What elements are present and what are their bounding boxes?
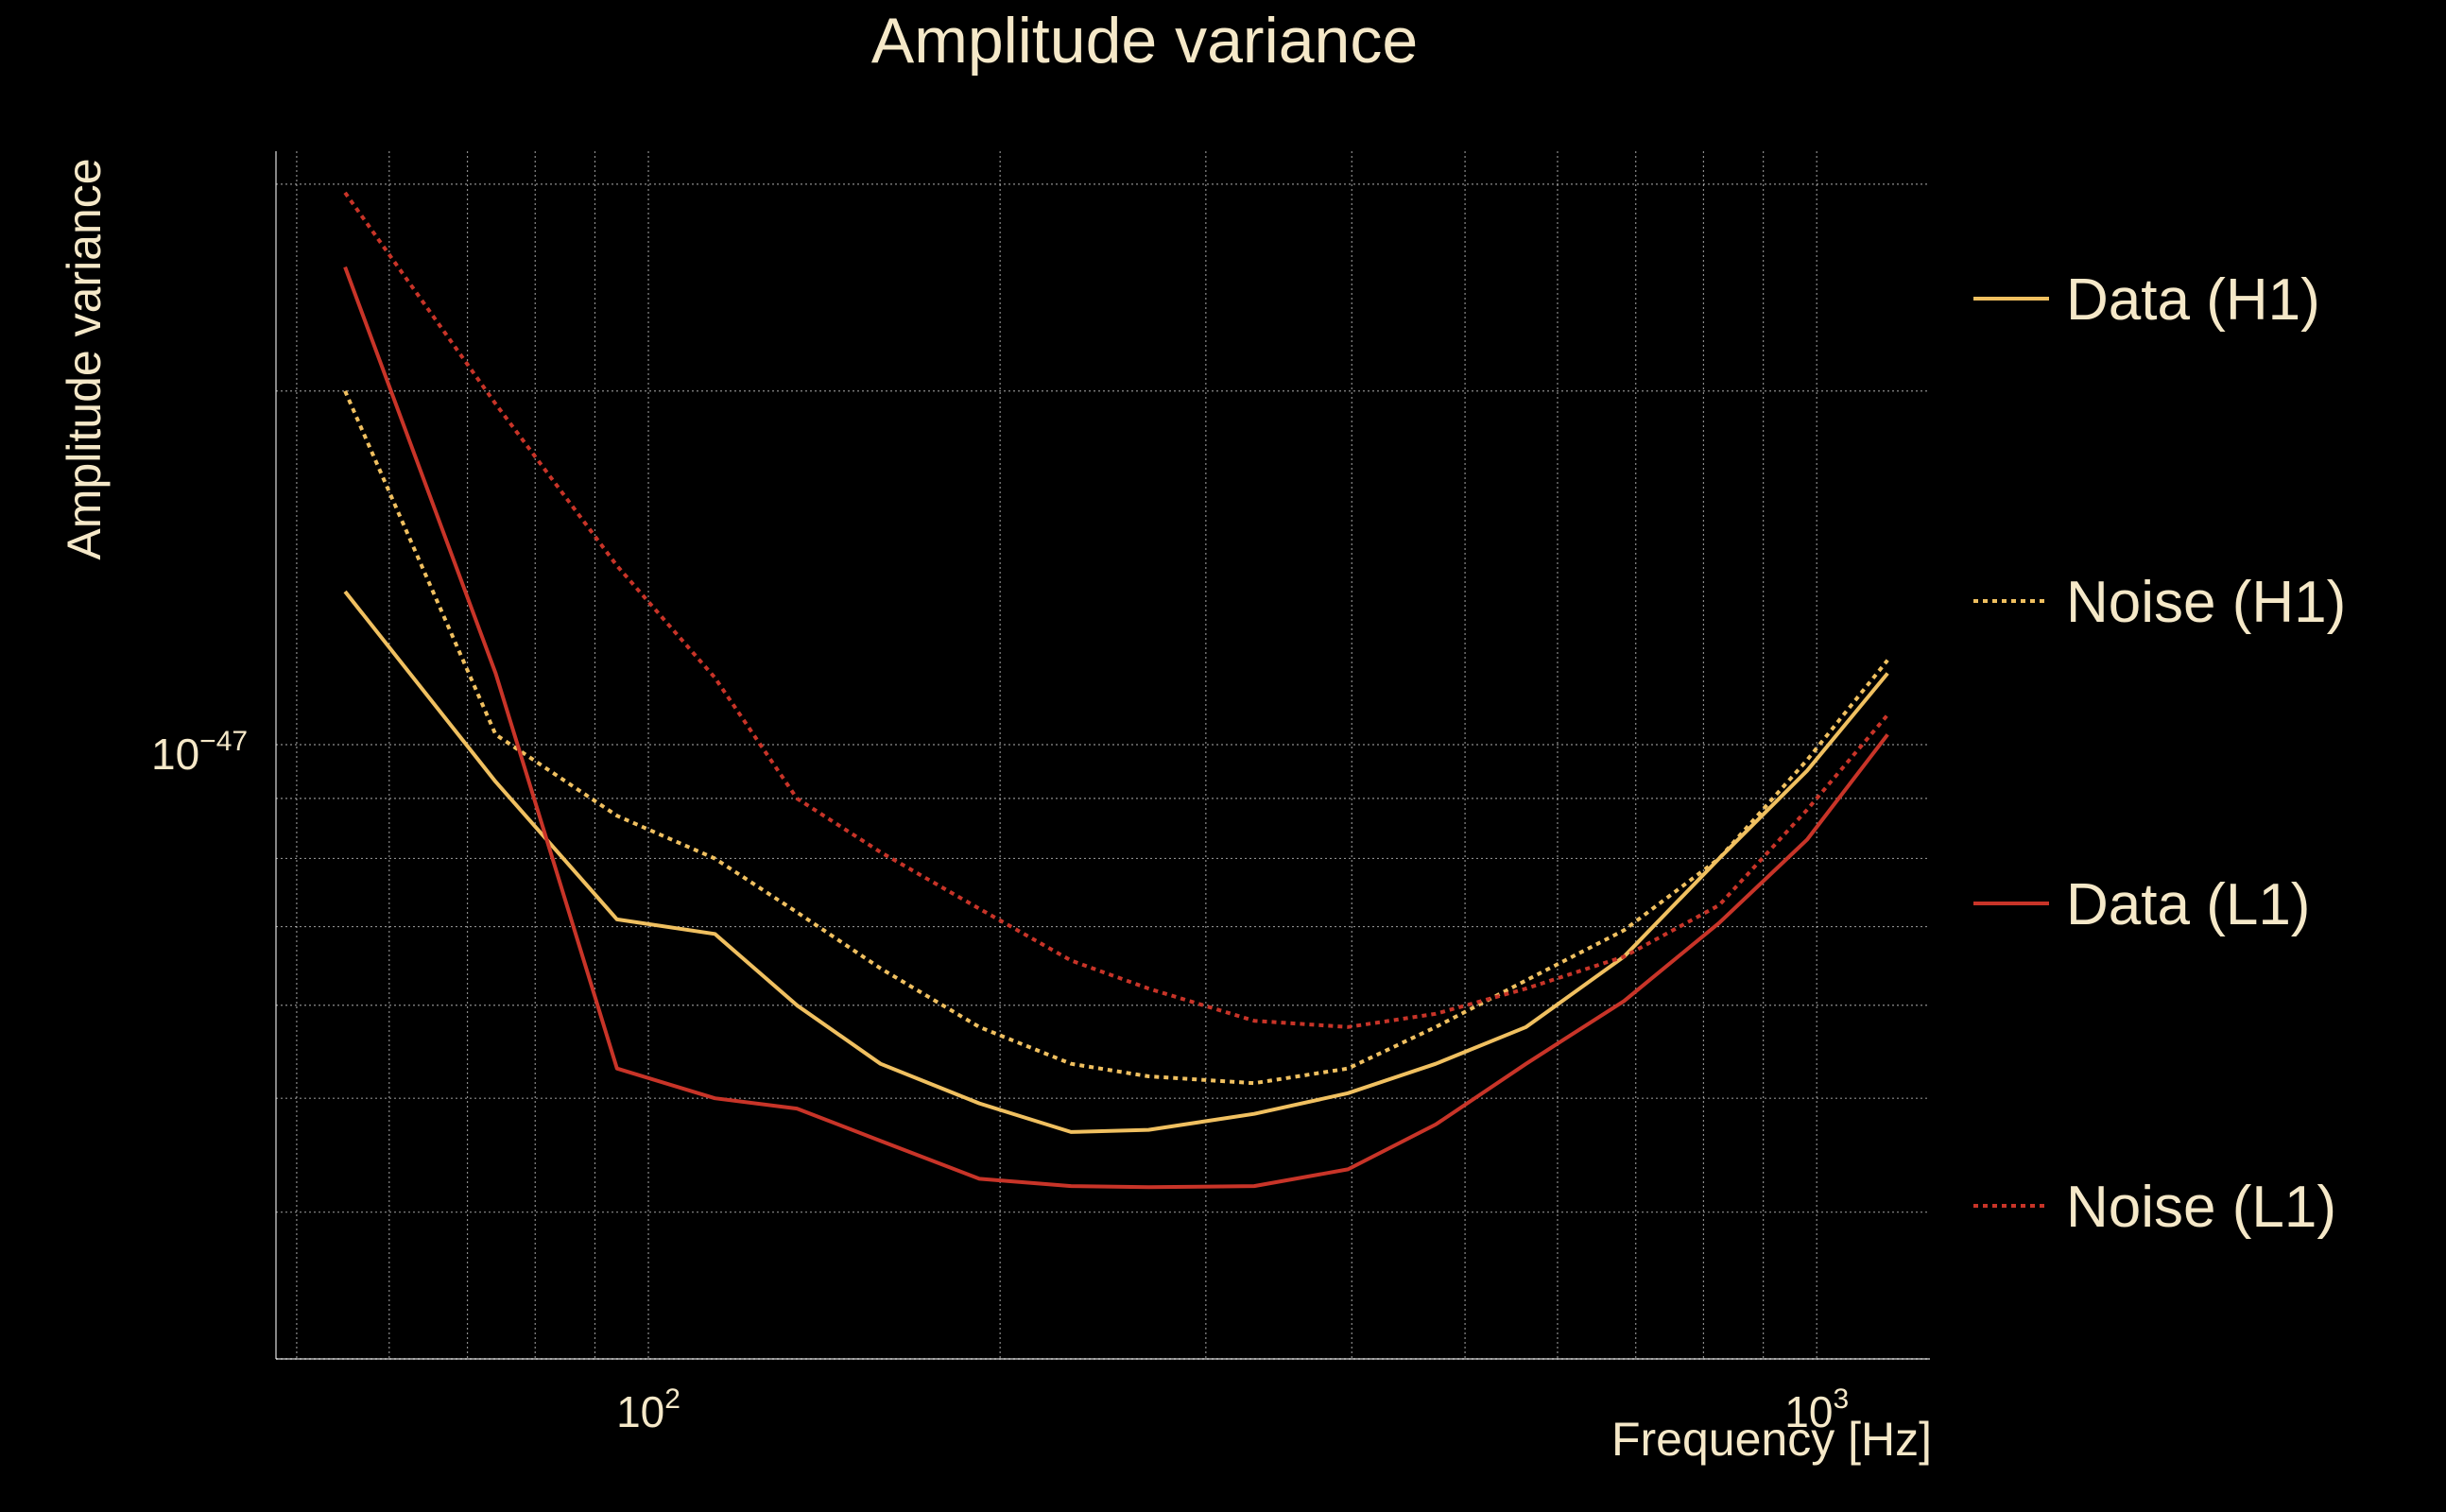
y-tick-label: 10−47	[151, 726, 248, 779]
chart-title: Amplitude variance	[871, 5, 1418, 77]
x-tick-label: 102	[616, 1383, 680, 1436]
series-line-noise-l1	[343, 191, 1889, 1029]
y-tick-base: 10	[151, 730, 199, 779]
legend-label-data-h1: Data (H1)	[2066, 267, 2320, 333]
legend-label-data-l1: Data (L1)	[2066, 872, 2310, 937]
y-axis-label: Amplitude variance	[58, 158, 111, 559]
series-line-data-l1	[343, 266, 1889, 1190]
legend-label-noise-l1: Noise (L1)	[2066, 1175, 2336, 1240]
x-tick-exponent: 2	[664, 1383, 680, 1415]
series-line-noise-h1	[343, 389, 1889, 1086]
y-tick-exponent: −47	[199, 726, 248, 757]
x-tick-base: 10	[616, 1387, 664, 1436]
series-lines	[343, 191, 1889, 1190]
series-line-data-h1	[343, 590, 1889, 1134]
x-tick-label: 103	[1784, 1383, 1849, 1436]
x-tick-base: 10	[1784, 1387, 1833, 1436]
legend: Data (H1) Noise (H1) Data (L1) Noise (L1)	[1973, 267, 2346, 1240]
legend-label-noise-h1: Noise (H1)	[2066, 570, 2346, 635]
axes	[275, 151, 1930, 1360]
x-tick-exponent: 3	[1833, 1383, 1849, 1415]
x-axis-label: Frequency [Hz]	[1611, 1413, 1932, 1466]
